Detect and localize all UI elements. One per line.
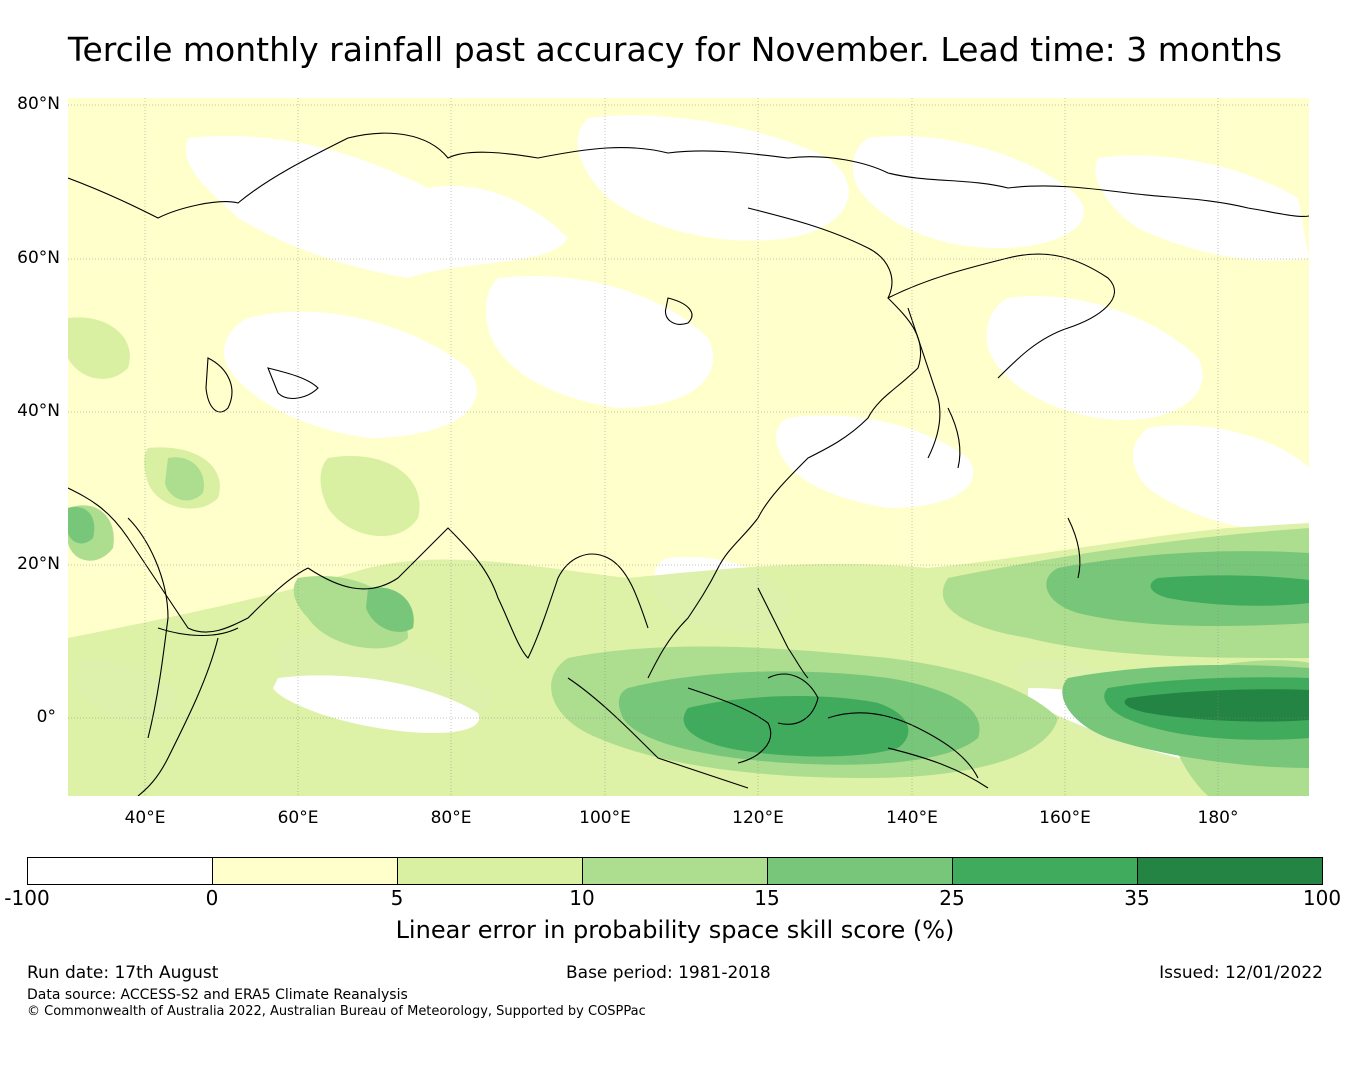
colorbar-segment-15-25 [768, 858, 953, 884]
skill-35-100-areas [1124, 689, 1309, 722]
colorbar-tick: 35 [1124, 886, 1150, 910]
colorbar-tick: 5 [390, 886, 404, 910]
colorbar-tick: 100 [1302, 886, 1342, 910]
colorbar-segment-25-35 [953, 858, 1138, 884]
colorbar-segment-35-100 [1138, 858, 1322, 884]
copyright: © Commonwealth of Australia 2022, Austra… [27, 1004, 646, 1019]
lat-label-40n: 40°N [17, 401, 60, 421]
skill-map [68, 98, 1309, 796]
colorbar-segment-0-5 [213, 858, 398, 884]
lat-label-60n: 60°N [17, 248, 60, 268]
lon-label-80e: 80°E [430, 808, 472, 828]
colorbar-tick: -100 [4, 886, 50, 910]
lon-label-140e: 140°E [886, 808, 938, 828]
lon-label-100e: 100°E [579, 808, 631, 828]
colorbar-tick: 15 [754, 886, 780, 910]
colorbar-segment-5-10 [398, 858, 583, 884]
run-date: Run date: 17th August [27, 963, 219, 983]
colorbar-tick: 0 [205, 886, 219, 910]
colorbar [27, 857, 1323, 885]
base-period: Base period: 1981-2018 [566, 963, 771, 983]
lat-label-80n: 80°N [17, 94, 60, 114]
colorbar-label: Linear error in probability space skill … [395, 916, 955, 944]
lon-label-160e: 160°E [1039, 808, 1091, 828]
colorbar-segment-neg100-0 [28, 858, 213, 884]
lon-label-60e: 60°E [277, 808, 319, 828]
coastlines [68, 132, 1309, 796]
gridlines [68, 98, 1309, 796]
data-source: Data source: ACCESS-S2 and ERA5 Climate … [27, 987, 408, 1003]
colorbar-segment-10-15 [583, 858, 768, 884]
lon-label-180: 180° [1197, 808, 1239, 828]
issued-date: Issued: 12/01/2022 [1159, 963, 1323, 983]
lon-label-120e: 120°E [732, 808, 784, 828]
lat-label-0: 0° [36, 707, 56, 727]
lat-label-20n: 20°N [17, 554, 60, 574]
lon-label-40e: 40°E [124, 808, 166, 828]
colorbar-tick: 10 [569, 886, 595, 910]
map-title: Tercile monthly rainfall past accuracy f… [67, 30, 1283, 69]
colorbar-tick: 25 [939, 886, 965, 910]
